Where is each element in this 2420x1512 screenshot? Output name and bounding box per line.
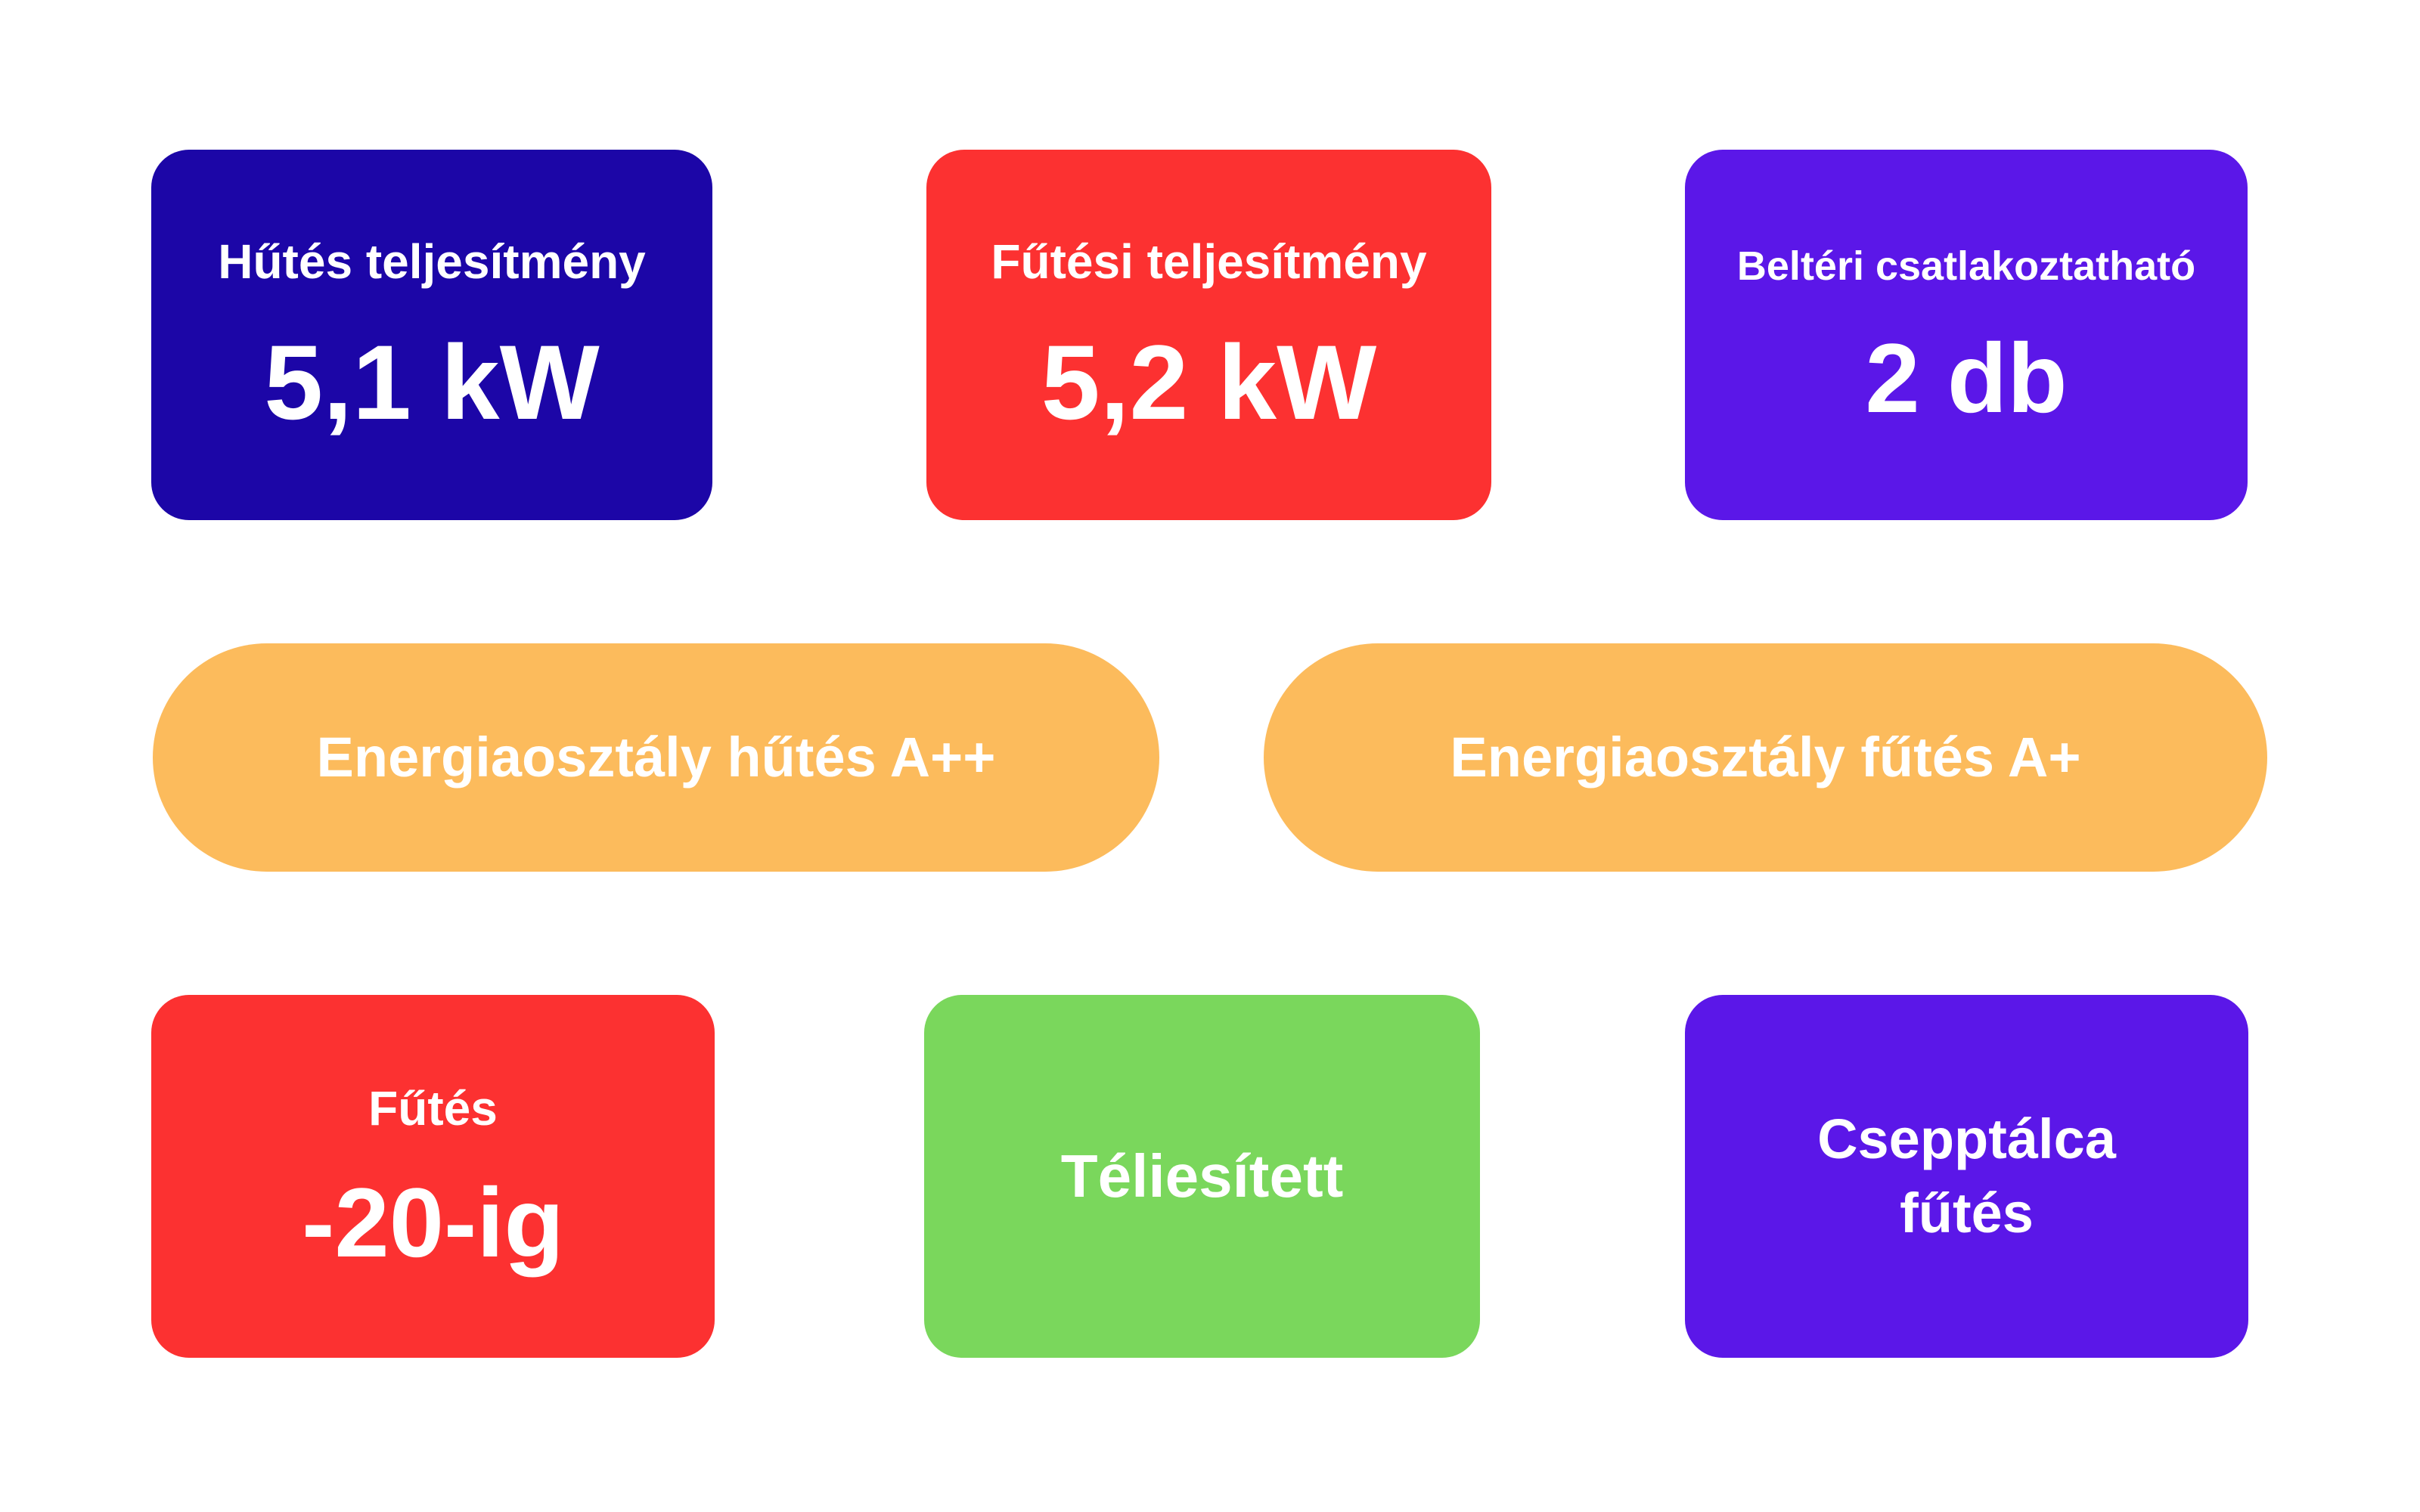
indoor-units-label: Beltéri csatlakoztatható bbox=[1736, 243, 2196, 289]
cooling-capacity-label: Hűtés teljesítmény bbox=[218, 234, 646, 290]
heating-capacity-label: Fűtési teljesítmény bbox=[991, 234, 1427, 290]
energy-class-heating-label: Energiaosztály fűtés A+ bbox=[1450, 726, 2081, 789]
drip-tray-heating-label: Csepptálca fűtés bbox=[1817, 1108, 2116, 1244]
drip-tray-heating-card: Csepptálca fűtés bbox=[1685, 995, 2248, 1358]
winterized-label: Téliesített bbox=[1060, 1142, 1344, 1210]
cooling-capacity-value: 5,1 kW bbox=[264, 322, 600, 442]
energy-class-heating-pill: Energiaosztály fűtés A+ bbox=[1264, 643, 2267, 872]
heating-capacity-value: 5,2 kW bbox=[1041, 322, 1377, 442]
heating-capacity-card: Fűtési teljesítmény 5,2 kW bbox=[926, 150, 1491, 520]
heating-low-temp-card: Fűtés -20-ig bbox=[151, 995, 715, 1358]
heating-low-temp-value: -20-ig bbox=[302, 1167, 564, 1278]
cooling-capacity-card: Hűtés teljesítmény 5,1 kW bbox=[151, 150, 712, 520]
energy-class-cooling-label: Energiaosztály hűtés A++ bbox=[316, 726, 996, 789]
indoor-units-card: Beltéri csatlakoztatható 2 db bbox=[1685, 150, 2248, 520]
energy-class-cooling-pill: Energiaosztály hűtés A++ bbox=[153, 643, 1159, 872]
heating-low-temp-label: Fűtés bbox=[368, 1081, 498, 1136]
indoor-units-value: 2 db bbox=[1865, 323, 2068, 434]
winterized-card: Téliesített bbox=[924, 995, 1480, 1358]
